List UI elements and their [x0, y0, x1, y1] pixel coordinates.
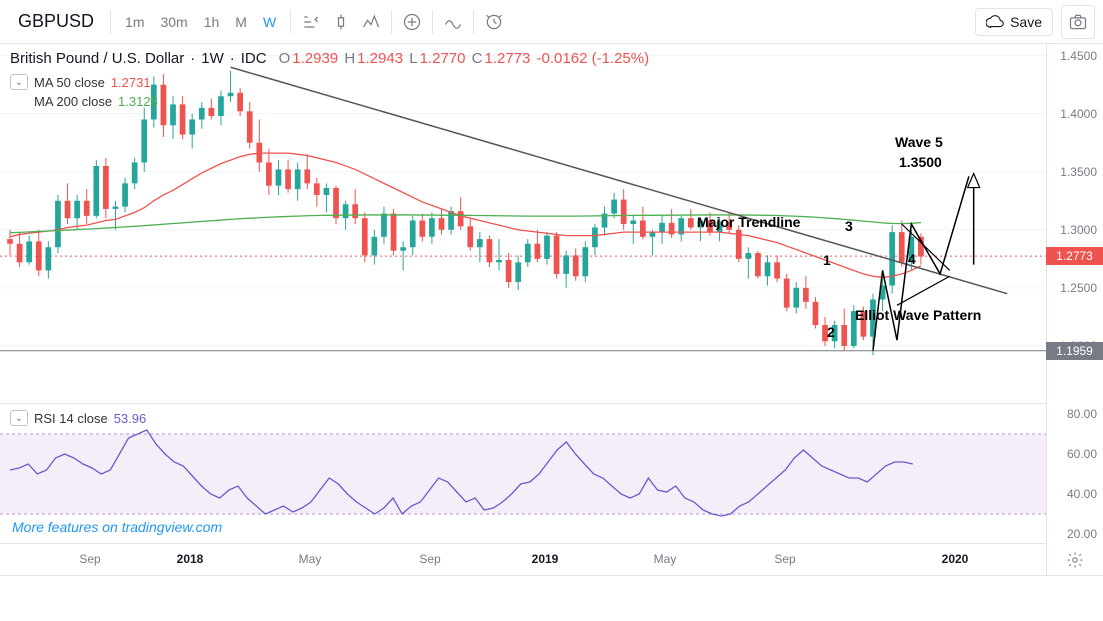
last-price-tag: 1.2773 — [1046, 247, 1103, 265]
price-tick: 1.4500 — [1060, 49, 1097, 63]
chart-title: British Pound / U.S. Dollar — [10, 50, 184, 67]
chart-settings-icon[interactable] — [1046, 544, 1103, 576]
time-tick: 2018 — [177, 552, 204, 566]
rsi-tick: 80.00 — [1067, 407, 1097, 421]
wave-4-label: 4 — [908, 251, 916, 267]
wave-3-label: 3 — [845, 218, 853, 234]
ma200-legend: MA 200 close 1.3128 — [10, 94, 158, 109]
top-toolbar: GBPUSD 1m30m1hMW Save — [0, 0, 1103, 44]
rsi-pane[interactable]: ⌄ RSI 14 close 53.96 More features on tr… — [0, 404, 1046, 544]
snapshot-button[interactable] — [1061, 5, 1095, 39]
legend-collapse-icon[interactable]: ⌄ — [10, 74, 28, 90]
rsi-legend: ⌄ RSI 14 close 53.96 — [10, 410, 146, 426]
trendline-annotation: Major Trendline — [697, 214, 800, 230]
rsi-y-axis[interactable]: 80.00 60.00 40.00 20.00 — [1046, 404, 1103, 544]
price-tick: 1.3500 — [1060, 165, 1097, 179]
add-icon[interactable] — [398, 8, 426, 36]
timeframe-1h[interactable]: 1h — [196, 8, 228, 36]
rsi-label: RSI 14 close — [34, 411, 108, 426]
chart-area: British Pound / U.S. Dollar · 1W · IDC O… — [0, 44, 1103, 576]
price-tick: 1.4000 — [1060, 107, 1097, 121]
rsi-tick: 60.00 — [1067, 447, 1097, 461]
price-tick: 1.3000 — [1060, 223, 1097, 237]
ohlc-block: O1.2939 H1.2943 L1.2770 C1.2773 -0.0162 … — [279, 50, 652, 67]
rsi-value: 53.96 — [114, 411, 147, 426]
wave-2-label: 2 — [827, 324, 835, 340]
price-tick: 1.2500 — [1060, 281, 1097, 295]
candle-icon[interactable] — [327, 8, 355, 36]
pattern-annotation: Elliot Wave Pattern — [855, 307, 981, 323]
wave5-annotation: Wave 5 — [895, 134, 943, 150]
ma200-value: 1.3128 — [118, 94, 158, 109]
chart-legend: British Pound / U.S. Dollar · 1W · IDC O… — [10, 50, 651, 67]
time-tick: 2019 — [532, 552, 559, 566]
compare-icon[interactable] — [439, 8, 467, 36]
time-tick: Sep — [419, 552, 440, 566]
support-price-tag: 1.1959 — [1046, 342, 1103, 360]
time-tick: May — [654, 552, 677, 566]
save-label: Save — [1010, 14, 1042, 30]
wave-1-label: 1 — [823, 252, 831, 268]
timeframe-W[interactable]: W — [255, 8, 284, 36]
target-price-annotation: 1.3500 — [899, 154, 942, 170]
alert-icon[interactable] — [480, 8, 508, 36]
timeframe-M[interactable]: M — [227, 8, 255, 36]
ma50-value: 1.2731 — [111, 75, 151, 90]
timeframe-30m[interactable]: 30m — [152, 8, 195, 36]
watermark-link[interactable]: More features on tradingview.com — [12, 519, 222, 535]
price-pane[interactable]: British Pound / U.S. Dollar · 1W · IDC O… — [0, 44, 1046, 404]
time-tick: May — [299, 552, 322, 566]
chart-period: 1W — [201, 50, 224, 67]
time-tick: Sep — [79, 552, 100, 566]
ma50-legend: ⌄ MA 50 close 1.2731 — [10, 74, 151, 90]
ma200-label: MA 200 close — [34, 94, 112, 109]
bars-down-icon[interactable] — [297, 8, 325, 36]
ma50-label: MA 50 close — [34, 75, 105, 90]
rsi-tick: 20.00 — [1067, 527, 1097, 541]
time-tick: 2020 — [942, 552, 969, 566]
time-x-axis[interactable]: Sep 2018 May Sep 2019 May Sep 2020 — [0, 544, 1046, 576]
rsi-tick: 40.00 — [1067, 487, 1097, 501]
price-y-axis[interactable]: 1.45001.40001.35001.30001.25001.20001.27… — [1046, 44, 1103, 404]
chart-source: IDC — [241, 50, 267, 67]
timeframe-1m[interactable]: 1m — [117, 8, 152, 36]
save-button[interactable]: Save — [975, 8, 1053, 36]
time-tick: Sep — [774, 552, 795, 566]
indicators-icon[interactable] — [357, 8, 385, 36]
symbol-label[interactable]: GBPUSD — [8, 11, 104, 32]
timeframe-group: 1m30m1hMW — [117, 8, 284, 36]
rsi-collapse-icon[interactable]: ⌄ — [10, 410, 28, 426]
